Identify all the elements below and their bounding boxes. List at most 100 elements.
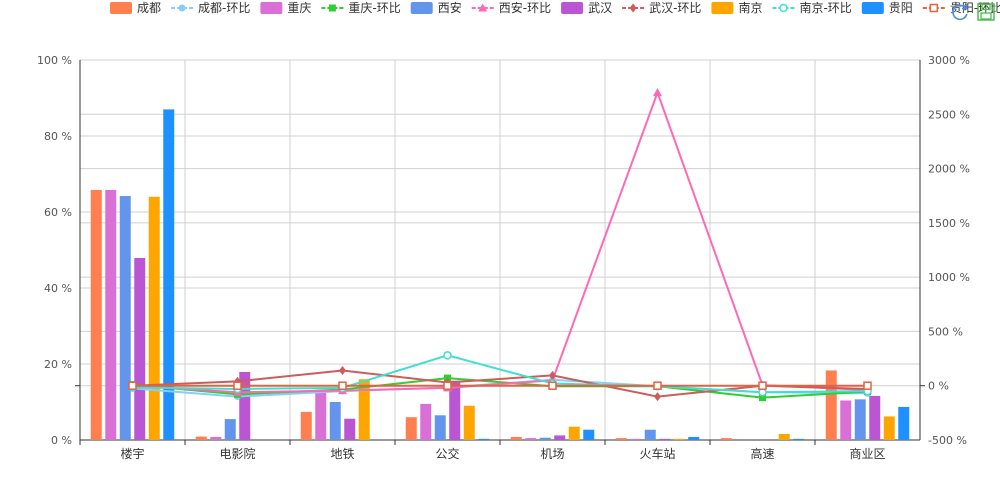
x-tick-label: 公交	[435, 446, 459, 461]
bar	[105, 189, 117, 440]
point-marker	[629, 3, 637, 13]
bar	[463, 405, 475, 440]
point-marker	[548, 381, 557, 390]
y-right-tick-label: 0 %	[928, 380, 949, 393]
point-marker	[653, 381, 662, 390]
point-marker	[549, 370, 556, 380]
bar	[195, 436, 207, 440]
bar	[898, 406, 910, 440]
legend-label: 南京-环比	[799, 0, 851, 15]
legend-label: 南京	[738, 0, 762, 15]
bar	[315, 392, 327, 440]
y-left-tick-label: 80 %	[44, 130, 72, 143]
x-tick-label: 电影院	[219, 447, 255, 461]
point-marker	[653, 88, 662, 97]
point-marker	[478, 3, 488, 12]
bar	[420, 403, 432, 440]
bar	[344, 418, 356, 440]
legend-swatch	[861, 2, 884, 14]
legend-item: 武汉-环比	[622, 1, 701, 15]
legend-item: 重庆-环比	[321, 1, 401, 15]
bar	[583, 429, 595, 440]
line-series	[128, 88, 872, 402]
y-right-tick-label: 3000 %	[928, 54, 970, 67]
bar	[630, 438, 642, 440]
refresh-icon[interactable]	[950, 2, 970, 22]
legend-item: 成都-环比	[171, 1, 250, 15]
bar	[434, 415, 446, 440]
bar	[673, 438, 685, 440]
legend-item: 西安	[410, 0, 462, 15]
bar	[778, 433, 790, 440]
bar	[840, 400, 852, 440]
legend-label: 贵阳	[889, 1, 913, 15]
y-right-tick-label: 1500 %	[928, 217, 970, 230]
legend-swatch	[561, 2, 584, 14]
series-line	[132, 354, 868, 394]
point-marker	[339, 366, 346, 376]
legend-item: 西安-环比	[471, 0, 551, 15]
series-line	[132, 377, 868, 399]
bar	[163, 109, 175, 441]
bar	[405, 417, 417, 440]
point-marker	[759, 394, 766, 402]
y-left-tick-label: 100 %	[37, 54, 72, 67]
y-right-tick-label: 2000 %	[928, 163, 970, 176]
bar	[224, 419, 236, 440]
y-left-tick-label: 40 %	[44, 282, 72, 295]
y-left-tick-label: 60 %	[44, 206, 72, 219]
legend-label: 重庆	[287, 1, 311, 15]
x-tick-label: 地铁	[330, 447, 354, 461]
legend-swatch	[410, 2, 433, 14]
y-left-tick-label: 20 %	[44, 358, 72, 371]
series-line	[132, 369, 868, 398]
bar	[239, 371, 251, 440]
legend-item: 重庆	[260, 1, 311, 15]
bar	[854, 399, 866, 440]
legend: 成都 成都-环比 重庆 重庆-环比 西安 西安-环比 武汉 武汉-环比 南京 南京-环比 贵阳 贵阳-…	[110, 0, 1000, 15]
bar	[688, 436, 700, 440]
point-marker	[338, 381, 347, 390]
bar	[134, 257, 146, 440]
legend-label: 成都	[137, 1, 161, 15]
y-right-tick-label: 1000 %	[928, 271, 970, 284]
x-tick-label: 商业区	[849, 446, 885, 461]
point-marker	[654, 392, 661, 402]
point-marker	[863, 381, 872, 390]
legend-label: 武汉-环比	[649, 1, 701, 15]
x-tick-label: 火车站	[639, 446, 675, 461]
point-marker	[128, 381, 137, 390]
y-right-tick-label: 500 %	[928, 325, 963, 338]
bar	[793, 438, 805, 440]
bar	[659, 438, 671, 440]
x-tick-label: 机场	[540, 447, 564, 461]
legend-label: 西安-环比	[499, 0, 551, 15]
point-marker	[233, 381, 242, 390]
bar	[510, 436, 522, 440]
bar	[568, 426, 580, 440]
bar	[883, 416, 895, 440]
bar	[210, 436, 222, 440]
axes: 0 % 20 % 40 % 60 % 80 % 100 % -500 % 0 % 500 % 10…	[37, 54, 970, 461]
legend-label: 西安	[438, 0, 462, 15]
legend-swatch	[711, 2, 734, 14]
bar	[615, 438, 627, 440]
point-marker	[328, 4, 336, 12]
bar	[554, 435, 566, 440]
bar	[358, 379, 370, 440]
bar	[869, 395, 881, 440]
bar	[478, 438, 490, 440]
bar	[720, 438, 732, 440]
y-right-tick-label: -500 %	[928, 434, 967, 447]
save-image-icon[interactable]	[976, 2, 996, 22]
legend-item: 成都	[110, 1, 161, 15]
bar	[825, 370, 837, 440]
legend-item: 贵阳	[861, 1, 913, 15]
point-marker	[443, 351, 452, 360]
x-tick-label: 高速	[750, 446, 774, 461]
point-marker	[178, 4, 186, 12]
bar	[329, 402, 341, 440]
bar	[119, 196, 131, 440]
bar	[148, 196, 160, 440]
